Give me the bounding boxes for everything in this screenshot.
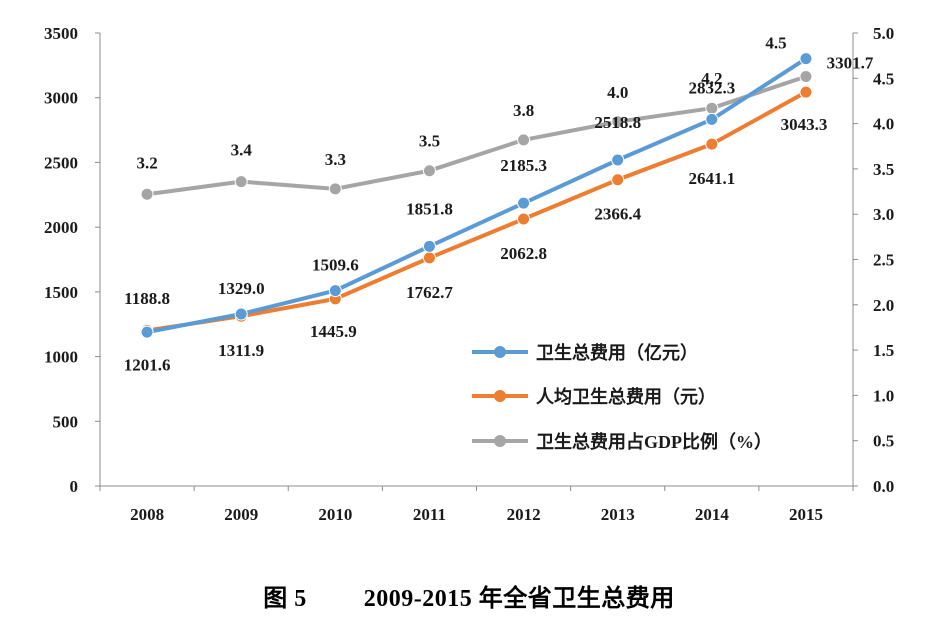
data-point bbox=[611, 115, 625, 129]
data-label: 3.5 bbox=[419, 132, 440, 151]
x-tick-label: 2012 bbox=[507, 505, 541, 524]
y-right-tick-label: 0.5 bbox=[873, 432, 894, 451]
data-point bbox=[140, 187, 154, 201]
legend-label: 卫生总费用（亿元） bbox=[536, 342, 698, 363]
y-left-tick-label: 1000 bbox=[44, 348, 78, 367]
y-left-tick-label: 2000 bbox=[44, 218, 78, 237]
data-label: 4.5 bbox=[765, 33, 786, 52]
caption-text: 2009-2015 年全省卫生总费用 bbox=[363, 586, 675, 612]
x-tick-label: 2014 bbox=[695, 505, 730, 524]
data-point bbox=[422, 251, 436, 265]
data-label: 1188.8 bbox=[124, 289, 170, 308]
data-point bbox=[705, 137, 719, 151]
data-label: 4.0 bbox=[607, 83, 628, 102]
y-right-tick-label: 5.0 bbox=[873, 24, 894, 43]
data-label: 3043.3 bbox=[781, 115, 828, 134]
data-label: 1445.9 bbox=[310, 322, 357, 341]
x-tick-label: 2009 bbox=[224, 505, 258, 524]
legend-marker bbox=[494, 346, 506, 358]
data-label: 2832.3 bbox=[688, 78, 735, 97]
data-label: 1851.8 bbox=[406, 199, 453, 218]
x-tick-label: 2011 bbox=[413, 505, 446, 524]
series-line bbox=[145, 90, 808, 333]
data-label: 1509.6 bbox=[312, 256, 359, 275]
data-label: 1329.0 bbox=[218, 279, 265, 298]
y-right-tick-label: 2.0 bbox=[873, 296, 894, 315]
y-right-tick-label: 3.0 bbox=[873, 205, 894, 224]
caption-label: 图 5 bbox=[263, 586, 307, 612]
data-point bbox=[234, 175, 248, 189]
data-point bbox=[705, 101, 719, 115]
legend-marker bbox=[494, 390, 506, 402]
data-label: 3.2 bbox=[136, 153, 157, 172]
data-label: 1762.7 bbox=[406, 283, 453, 302]
data-point bbox=[611, 153, 625, 167]
data-label: 2641.1 bbox=[688, 169, 735, 188]
y-left-tick-label: 3500 bbox=[44, 24, 78, 43]
y-right-tick-label: 3.5 bbox=[873, 160, 894, 179]
data-point bbox=[799, 52, 813, 66]
data-point bbox=[517, 196, 531, 210]
x-tick-label: 2008 bbox=[130, 505, 164, 524]
data-label: 2518.8 bbox=[594, 113, 641, 132]
y-right-tick-label: 0.0 bbox=[873, 477, 894, 496]
x-tick-label: 2010 bbox=[318, 505, 352, 524]
x-tick-label: 2015 bbox=[789, 505, 823, 524]
series-line bbox=[145, 56, 808, 335]
y-left-tick-label: 3000 bbox=[44, 89, 78, 108]
data-point bbox=[328, 182, 342, 196]
y-right-tick-label: 4.0 bbox=[873, 115, 894, 134]
y-right-tick-label: 1.5 bbox=[873, 341, 894, 360]
data-point bbox=[517, 133, 531, 147]
data-label: 3.8 bbox=[513, 101, 534, 120]
y-left-tick-label: 0 bbox=[70, 477, 79, 496]
y-left-tick-label: 1500 bbox=[44, 283, 78, 302]
y-right-tick-label: 2.5 bbox=[873, 251, 894, 270]
data-label: 1201.6 bbox=[124, 355, 171, 374]
legend-marker bbox=[494, 435, 506, 447]
data-label: 3.3 bbox=[325, 150, 346, 169]
line-chart: 0 500 1000 1500 2000 2500 3000 3500 0.0 0.5 1.0 1.5… bbox=[44, 24, 894, 524]
data-point bbox=[799, 85, 813, 99]
data-point bbox=[611, 173, 625, 187]
y-left-tick-label: 500 bbox=[53, 412, 79, 431]
figure-caption: 图 5 2009-2015 年全省卫生总费用 bbox=[0, 578, 938, 613]
data-point bbox=[705, 112, 719, 126]
data-label: 2185.3 bbox=[500, 156, 547, 175]
legend-label: 卫生总费用占GDP比例（%） bbox=[536, 431, 772, 452]
data-label: 2366.4 bbox=[594, 205, 641, 224]
data-point bbox=[517, 212, 531, 226]
series-line bbox=[145, 74, 808, 197]
data-label: 2062.8 bbox=[500, 244, 547, 263]
data-label: 1311.9 bbox=[218, 341, 264, 360]
y-right-tick-label: 4.5 bbox=[873, 69, 894, 88]
data-point bbox=[799, 69, 813, 83]
data-point bbox=[328, 284, 342, 298]
x-tick-label: 2013 bbox=[601, 505, 635, 524]
legend-label: 人均卫生总费用（元） bbox=[536, 386, 716, 407]
data-point bbox=[140, 325, 154, 339]
data-label: 3.4 bbox=[231, 141, 253, 160]
data-point bbox=[422, 164, 436, 178]
data-label: 4.2 bbox=[701, 69, 722, 88]
y-right-tick-label: 1.0 bbox=[873, 386, 894, 405]
data-point bbox=[234, 307, 248, 321]
data-label: 3301.7 bbox=[827, 54, 874, 73]
y-left-tick-label: 2500 bbox=[44, 153, 78, 172]
data-point bbox=[422, 239, 436, 253]
